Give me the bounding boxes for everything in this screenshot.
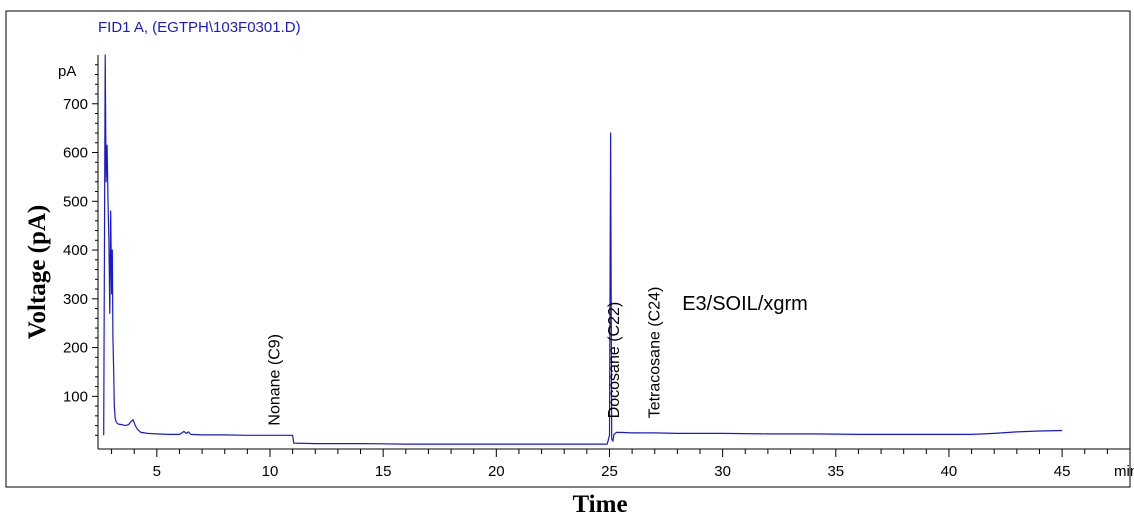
plot-frame xyxy=(5,10,1131,488)
y-tick-label: 700 xyxy=(63,96,88,113)
y-tick-label: 100 xyxy=(63,388,88,405)
series-group xyxy=(103,54,1063,445)
peak-annotation: Nonane (C9) xyxy=(267,334,284,426)
x-tick-label: 25 xyxy=(601,463,618,480)
x-axis-title: Time xyxy=(572,491,627,518)
y-tick-label: 600 xyxy=(63,145,88,162)
series-line-0 xyxy=(103,54,1063,445)
x-unit-label: min xyxy=(1114,463,1134,480)
y-unit-label: pA xyxy=(58,63,76,80)
x-tick-label: 30 xyxy=(714,463,731,480)
y-tick-label: 200 xyxy=(63,340,88,357)
y-ticks: 100 200 300 400 500 600 700 xyxy=(63,64,98,436)
peak-annotation: Tetracosane (C24) xyxy=(647,287,664,419)
peak-annotation: Docosane (C22) xyxy=(606,302,623,419)
y-axis-title: Voltage (pA) xyxy=(24,205,51,340)
peak-annotations: Nonane (C9) Docosane (C22) Tetracosane (C2… xyxy=(267,287,664,426)
sample-label: E3/SOIL/xgrm xyxy=(682,293,808,315)
x-tick-label: 15 xyxy=(375,463,392,480)
x-tick-label: 45 xyxy=(1054,463,1071,480)
x-tick-label: 5 xyxy=(153,463,161,480)
x-ticks: 5 10 15 20 25 30 35 40 45 xyxy=(111,449,1131,480)
chart-title: FID1 A, (EGTPH\103F0301.D) xyxy=(98,19,301,36)
x-tick-label: 20 xyxy=(488,463,505,480)
x-tick-label: 10 xyxy=(262,463,279,480)
x-tick-label: 35 xyxy=(827,463,844,480)
x-tick-label: 40 xyxy=(941,463,958,480)
y-tick-label: 500 xyxy=(63,193,88,210)
y-tick-label: 300 xyxy=(63,291,88,308)
y-tick-label: 400 xyxy=(63,242,88,259)
